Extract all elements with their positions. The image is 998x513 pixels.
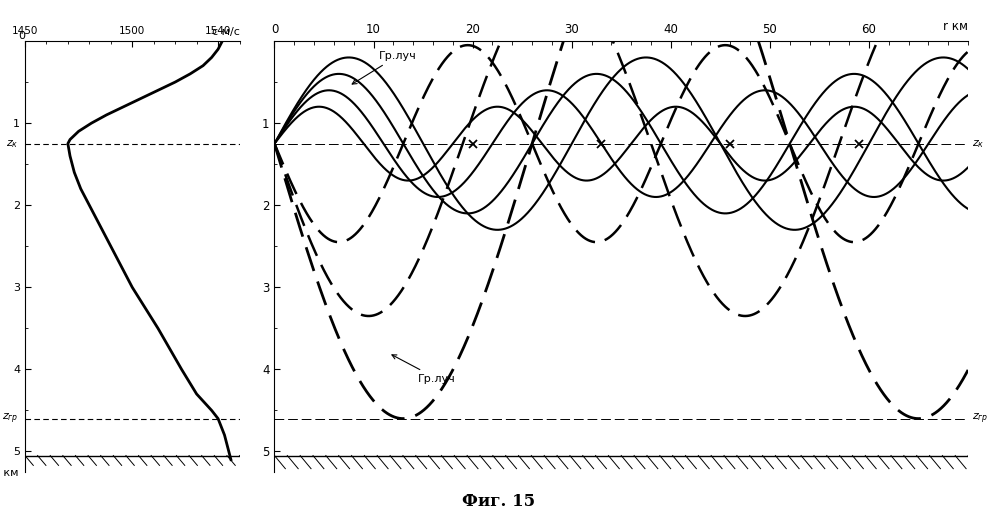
Text: $z_к$: $z_к$: [972, 137, 984, 150]
Text: $z_{гр}$: $z_{гр}$: [2, 411, 19, 426]
Text: 0: 0: [18, 31, 25, 41]
Text: r км: r км: [943, 20, 968, 33]
Text: Гр.луч: Гр.луч: [352, 51, 416, 84]
Text: с м/с: с м/с: [212, 27, 240, 37]
Text: $z_к$: $z_к$: [6, 137, 19, 150]
Text: Гр.луч: Гр.луч: [392, 355, 456, 384]
Text: Фиг. 15: Фиг. 15: [462, 494, 536, 510]
Text: z км: z км: [0, 468, 19, 478]
Text: $z_{гр}$: $z_{гр}$: [972, 411, 989, 426]
